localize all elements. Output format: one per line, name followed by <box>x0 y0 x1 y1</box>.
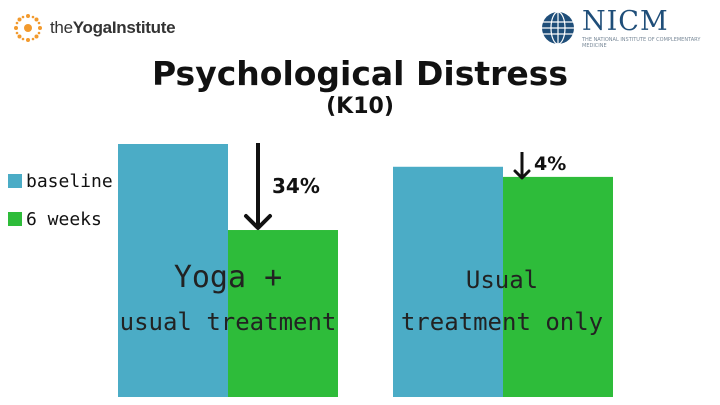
legend-item-baseline: baseline <box>8 168 113 194</box>
annotation-label-1: 34% <box>272 174 320 198</box>
chart-title: Psychological Distress <box>151 54 569 93</box>
logo-word-yogainstitute: YogaInstitute <box>72 18 176 37</box>
sun-icon <box>14 14 42 42</box>
category-label-1-line1: Yoga + <box>174 260 282 295</box>
yoga-institute-wordmark: theYogaInstitute <box>50 18 176 38</box>
yoga-institute-logo: theYogaInstitute <box>12 10 176 46</box>
down-arrow-icon <box>244 143 272 230</box>
chart-legend: baseline 6 weeks <box>8 168 113 244</box>
down-arrow-icon <box>513 152 531 180</box>
category-label-2-line2: treatment only <box>401 308 603 336</box>
category-label-2-line1: Usual <box>466 266 538 294</box>
logo-word-the: the <box>50 18 73 37</box>
bar-6-weeks-2 <box>503 176 613 397</box>
bar-6-weeks-1 <box>228 230 338 397</box>
nicm-name: NICM <box>582 5 669 37</box>
legend-label-baseline: baseline <box>26 170 113 192</box>
nicm-logo: NICM THE NATIONAL INSTITUTE OF COMPLEMEN… <box>540 8 702 49</box>
annotation-label-2: 4% <box>534 153 566 175</box>
bar-baseline-2 <box>393 166 503 397</box>
bar-baseline-1 <box>118 144 228 397</box>
category-label-1-line2: usual treatment <box>120 308 337 336</box>
globe-icon <box>542 11 574 45</box>
legend-swatch-6-weeks <box>8 212 22 226</box>
legend-swatch-baseline <box>8 174 22 188</box>
chart-subtitle: (K10) <box>326 94 394 119</box>
nicm-subtitle: THE NATIONAL INSTITUTE OF COMPLEMENTARY … <box>582 36 701 49</box>
legend-item-6-weeks: 6 weeks <box>8 206 113 232</box>
nicm-text-block: NICM THE NATIONAL INSTITUTE OF COMPLEMEN… <box>582 8 702 49</box>
legend-label-6-weeks: 6 weeks <box>26 208 102 230</box>
